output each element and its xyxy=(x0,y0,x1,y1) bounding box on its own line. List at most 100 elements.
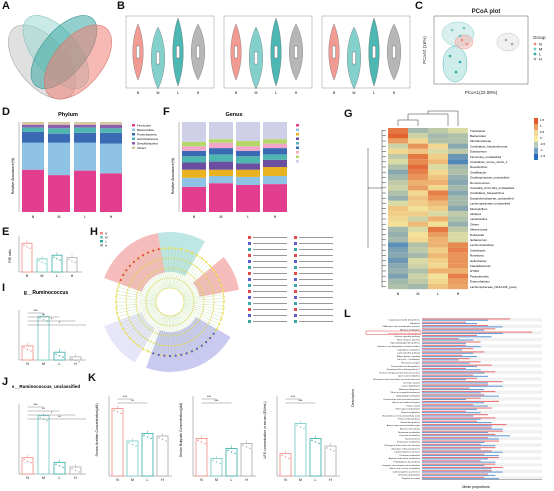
heatmap-row-label: Roseburia xyxy=(470,254,484,258)
significance-mark: *** xyxy=(298,399,303,403)
pcoa-xlabel: PCoA1(22.09%) xyxy=(465,90,498,95)
legend-swatch xyxy=(296,146,299,149)
genus-heatmap: TuricibacterBacteroidesMuribaculaceaeCan… xyxy=(367,110,546,296)
kegg-label: Fatty acid biosynthesis xyxy=(398,418,421,421)
clade-node xyxy=(205,341,208,344)
pcoa-plot: PCoA plot PCoA1(22.09%) PCoA2 (16%) Grou… xyxy=(422,9,546,95)
heatmap-cell xyxy=(428,237,448,243)
kegg-bar xyxy=(422,473,488,475)
phylum-title: Phylum xyxy=(58,112,78,118)
kegg-bar xyxy=(422,321,466,323)
clade-node xyxy=(209,337,212,340)
significance-mark: ** xyxy=(131,399,134,403)
violin-box xyxy=(332,45,336,59)
pcoa-point xyxy=(454,70,458,74)
scfa-subplot: Serum Acetate Concentration(μM) N M L H ***** xyxy=(95,395,172,482)
kegg-label: Sphingolipid metabolism xyxy=(396,395,420,398)
kegg-bar xyxy=(422,412,481,414)
significance-mark: * xyxy=(51,411,53,415)
scfa-subplot: LPS concentration in serum (EU/mL) N M L H **… xyxy=(263,395,340,482)
clade-node xyxy=(220,284,223,287)
stacked-bar-segment xyxy=(182,162,206,170)
heatmap-cell xyxy=(448,195,468,201)
data-point xyxy=(204,442,206,445)
clado-list-swatch xyxy=(248,272,251,275)
kegg-label: Calcium signaling pathway xyxy=(394,335,421,338)
clade-node xyxy=(220,317,223,320)
data-point xyxy=(128,442,130,444)
clado-list-line xyxy=(299,279,333,280)
stacked-bar-segment xyxy=(22,127,44,132)
heatmap-cell xyxy=(388,278,408,284)
data-point xyxy=(329,448,332,451)
bar-category-label: M xyxy=(42,476,45,480)
bar-category-label: M xyxy=(58,215,61,219)
clade-node xyxy=(117,317,120,320)
clade-branch xyxy=(122,308,158,328)
heatmap-row-label: Eubacterium xyxy=(470,150,487,154)
kegg-row-band xyxy=(422,344,542,348)
heatmap-row-label: Akkermansia xyxy=(470,228,488,232)
kegg-bar xyxy=(422,433,496,435)
clado-list-swatch xyxy=(248,242,251,245)
clado-list-line xyxy=(253,303,287,304)
clade-branch xyxy=(176,314,198,349)
violin-frame xyxy=(125,15,215,89)
genus-ylabel: Relative Abundance(%) xyxy=(171,158,175,195)
heatmap-cell xyxy=(408,169,428,175)
clado-list-line xyxy=(253,309,287,310)
scale-step xyxy=(534,130,538,136)
kegg-row-band xyxy=(422,397,542,401)
legend-label: Proteobacteria xyxy=(137,132,157,136)
clado-list-line xyxy=(253,285,287,286)
heatmap-row-label: Lachnospiraceae_NK4A136_group xyxy=(470,285,517,289)
stacked-bar-segment xyxy=(182,146,206,151)
data-point xyxy=(212,459,214,462)
clado-list-line xyxy=(253,237,287,238)
legend-swatch xyxy=(132,124,135,127)
kegg-ylabel: Description xyxy=(351,389,355,407)
heatmap-cell xyxy=(428,206,448,212)
stacked-bar-segment xyxy=(182,150,206,157)
heatmap-cell xyxy=(428,159,448,165)
heatmap-cell xyxy=(408,242,428,248)
bar-category-label: H xyxy=(74,362,77,366)
clade-branch xyxy=(182,308,218,328)
kegg-row-band xyxy=(422,403,542,408)
kegg-bar xyxy=(422,339,474,341)
clade-branch xyxy=(149,314,165,353)
violin-group-label: L xyxy=(275,91,277,95)
clade-branch xyxy=(182,276,218,296)
heatmap-cell xyxy=(408,284,428,290)
clade-branch xyxy=(183,303,224,310)
pcoa-point xyxy=(462,26,466,30)
genus-chart: Genus Relative Abundance(%) N M L H xyxy=(171,112,299,219)
bar xyxy=(156,435,169,477)
kegg-bar xyxy=(422,404,474,406)
kegg-row-band xyxy=(422,390,542,394)
heatmap-cell xyxy=(448,284,468,290)
panel-label-f: F xyxy=(163,106,170,118)
data-point xyxy=(71,260,73,262)
pcoa-ylabel: PCoA2 (16%) xyxy=(422,36,427,64)
stacked-bar-segment xyxy=(22,142,44,170)
clade-branch xyxy=(116,294,157,301)
violin-box xyxy=(254,51,258,65)
data-point xyxy=(165,440,167,442)
heatmap-row-label: Muribaculaceae xyxy=(470,139,492,143)
clade-node xyxy=(221,312,224,315)
pcoa-frame xyxy=(433,15,529,85)
clado-list-line xyxy=(299,321,333,322)
kegg-bar xyxy=(422,397,481,399)
bar xyxy=(53,461,66,475)
legend-swatch xyxy=(296,160,299,163)
heatmap-cell xyxy=(428,169,448,175)
kegg-bar xyxy=(422,371,496,373)
data-point xyxy=(42,319,45,321)
data-point xyxy=(234,452,236,455)
clade-node xyxy=(116,289,119,292)
data-point xyxy=(249,447,251,450)
kegg-bar xyxy=(422,445,496,447)
kegg-label: Chromosome and associated proteins xyxy=(383,398,421,401)
clade-branch xyxy=(133,312,161,343)
